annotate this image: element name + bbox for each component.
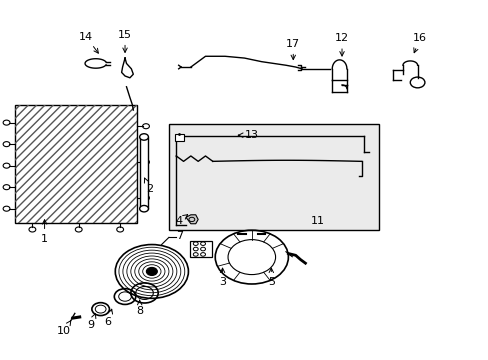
Text: 12: 12 bbox=[334, 33, 348, 56]
Text: 6: 6 bbox=[104, 309, 112, 327]
Bar bbox=[15, 105, 137, 223]
Text: 2: 2 bbox=[144, 178, 153, 194]
Circle shape bbox=[146, 267, 157, 275]
Text: 7: 7 bbox=[176, 231, 183, 240]
Ellipse shape bbox=[140, 134, 148, 140]
Bar bbox=[168, 125, 378, 230]
Text: 16: 16 bbox=[412, 33, 426, 53]
Bar bbox=[189, 241, 211, 257]
Bar bbox=[140, 137, 148, 209]
Text: 5: 5 bbox=[267, 268, 274, 287]
Text: 1: 1 bbox=[41, 220, 48, 244]
Text: 11: 11 bbox=[310, 216, 324, 226]
Bar bbox=[15, 105, 137, 223]
Text: 10: 10 bbox=[57, 320, 71, 336]
Bar bbox=[174, 134, 183, 141]
Polygon shape bbox=[185, 215, 198, 224]
Text: 15: 15 bbox=[118, 30, 132, 53]
Text: 17: 17 bbox=[285, 39, 300, 60]
Text: 4: 4 bbox=[175, 215, 187, 226]
Text: 14: 14 bbox=[79, 32, 98, 53]
Text: 8: 8 bbox=[136, 300, 143, 316]
Ellipse shape bbox=[140, 206, 148, 212]
Text: 13: 13 bbox=[238, 130, 258, 140]
Text: 9: 9 bbox=[87, 314, 96, 330]
Text: 3: 3 bbox=[219, 268, 225, 287]
